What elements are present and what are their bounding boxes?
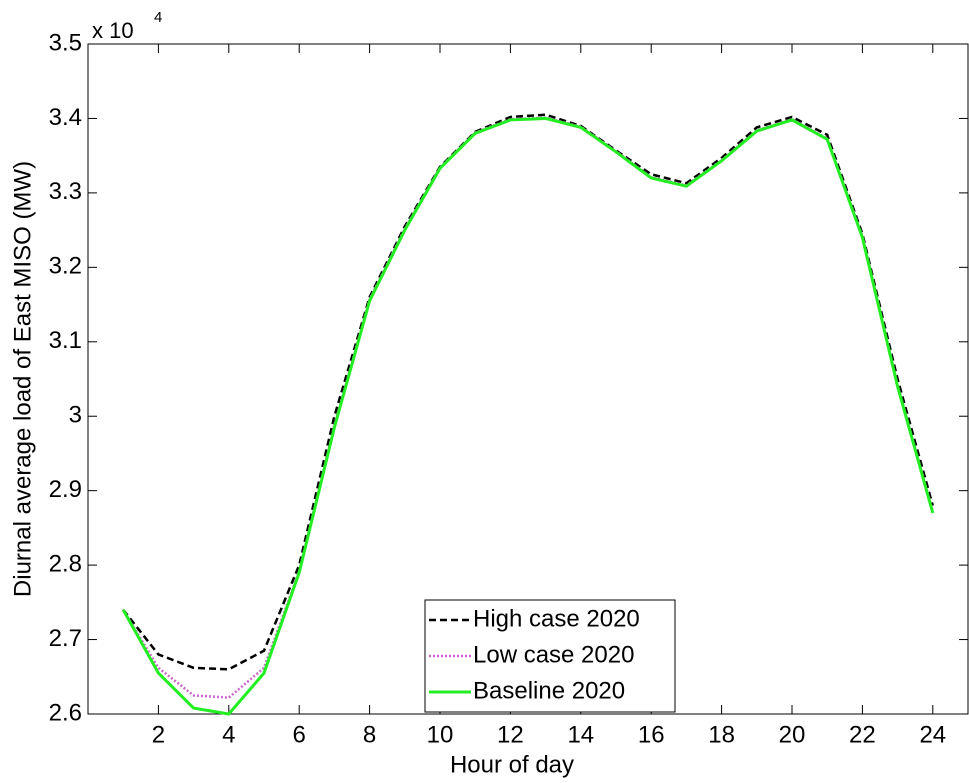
plot-area [87, 43, 969, 715]
y-tick-label: 2.9 [49, 476, 82, 503]
x-tick-label: 16 [638, 721, 665, 748]
x-tick-label: 18 [708, 721, 735, 748]
x-tick-label: 24 [919, 721, 946, 748]
x-tick-label: 6 [293, 721, 306, 748]
y-axis-label: Diurnal average load of East MISO (MW) [9, 161, 36, 597]
x-tick-label: 12 [497, 721, 524, 748]
y-tick-label: 2.8 [49, 550, 82, 577]
y-multiplier-exponent: 4 [154, 9, 162, 26]
x-tick-label: 22 [849, 721, 876, 748]
x-tick-label: 8 [363, 721, 376, 748]
y-tick-label: 3.4 [49, 104, 82, 131]
y-tick-label: 3.1 [49, 327, 82, 354]
x-tick-label: 14 [567, 721, 594, 748]
series-line [121, 116, 935, 716]
y-tick-label: 3 [69, 402, 82, 429]
x-axis-label: Hour of day [450, 751, 574, 778]
y-tick-label: 2.7 [49, 625, 82, 652]
legend-label: Low case 2020 [473, 641, 634, 668]
y-multiplier: x 10 [92, 18, 134, 43]
x-tick-label: 20 [779, 721, 806, 748]
y-tick-label: 3.3 [49, 178, 82, 205]
legend-label: Baseline 2020 [473, 677, 625, 704]
x-tick-label: 2 [152, 721, 165, 748]
y-tick-label: 3.2 [49, 253, 82, 280]
x-tick-label: 4 [222, 721, 235, 748]
y-tick-label: 3.5 [49, 29, 82, 56]
series-line [122, 113, 935, 671]
legend-label: High case 2020 [473, 605, 640, 632]
x-tick-label: 10 [427, 721, 454, 748]
y-tick-label: 2.6 [49, 699, 82, 726]
